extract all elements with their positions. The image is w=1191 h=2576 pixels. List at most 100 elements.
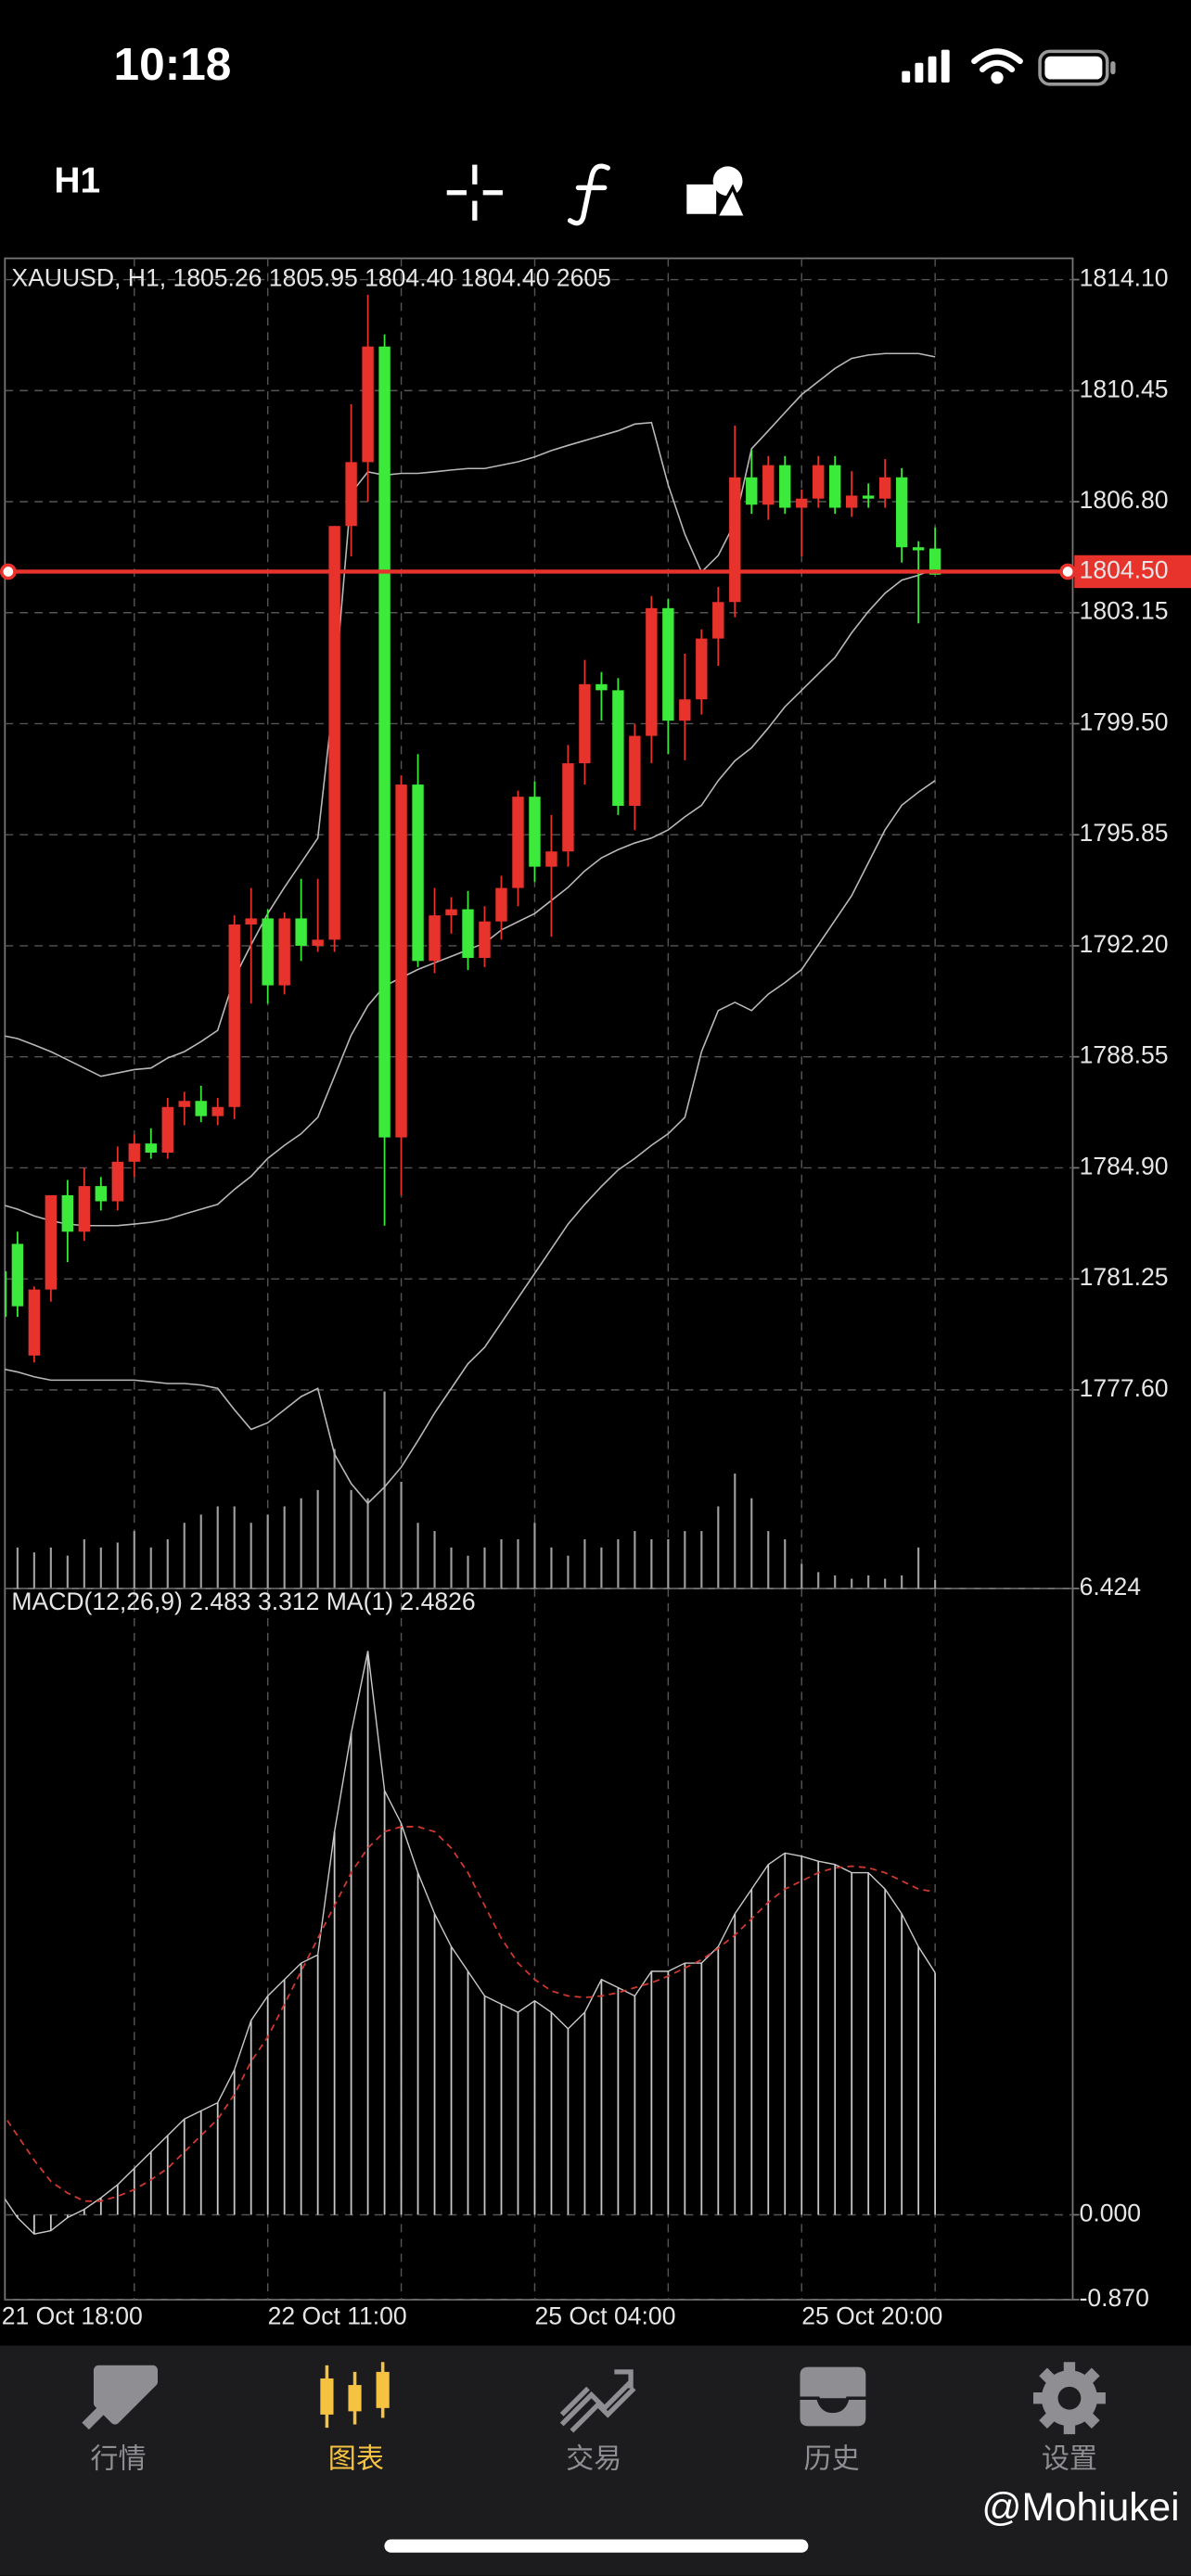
y-tick-label: 1777.60 bbox=[1080, 1374, 1169, 1402]
candle-body bbox=[512, 797, 524, 888]
candle-body bbox=[928, 548, 941, 575]
home-indicator bbox=[384, 2539, 809, 2553]
candle-body bbox=[395, 784, 407, 1138]
candle-body bbox=[462, 909, 474, 959]
tab-label[interactable]: 交易 bbox=[566, 2443, 621, 2474]
y-tick-label: 6.424 bbox=[1080, 1573, 1141, 1600]
y-tick-label: -0.870 bbox=[1080, 2284, 1149, 2312]
candle-body bbox=[378, 346, 391, 1138]
candle-body bbox=[579, 683, 591, 764]
candle-body bbox=[11, 1243, 24, 1307]
candle-body bbox=[328, 526, 340, 940]
y-tick-label: 1814.10 bbox=[1080, 264, 1169, 292]
indicators-button[interactable] bbox=[567, 163, 610, 226]
candle-body bbox=[746, 477, 758, 505]
candle-body bbox=[245, 918, 257, 925]
candle-body bbox=[662, 607, 674, 721]
x-tick-label: 21 Oct 18:00 bbox=[2, 2302, 143, 2329]
candle-body bbox=[679, 699, 691, 721]
candle-body bbox=[646, 607, 658, 736]
battery-icon bbox=[1038, 49, 1116, 86]
candle-body bbox=[345, 462, 357, 527]
candle-body bbox=[161, 1106, 173, 1154]
candle-body bbox=[78, 1186, 91, 1232]
candle-body bbox=[729, 477, 741, 603]
candle-body bbox=[95, 1186, 108, 1202]
candle-body bbox=[445, 909, 457, 916]
candle-body bbox=[612, 690, 624, 807]
candle-body bbox=[362, 346, 374, 463]
crosshair-button[interactable] bbox=[446, 164, 503, 221]
y-tick-label: 1803.15 bbox=[1080, 597, 1169, 625]
y-tick-label: 1784.90 bbox=[1080, 1152, 1169, 1180]
tab-label[interactable]: 图表 bbox=[328, 2443, 384, 2474]
axes: 1814.10 1810.45 1806.80 1803.15 1799.50 1795.… bbox=[0, 264, 1191, 2329]
tab-bar bbox=[0, 2345, 1191, 2576]
y-tick-label: 1788.55 bbox=[1080, 1041, 1169, 1069]
candle-body bbox=[45, 1194, 58, 1290]
candle-body bbox=[61, 1194, 74, 1232]
candle-body bbox=[228, 924, 240, 1107]
tab-icons bbox=[82, 2362, 1106, 2435]
candle-body bbox=[562, 763, 574, 852]
y-tick-label: 1799.50 bbox=[1080, 708, 1169, 735]
candle-body bbox=[529, 797, 541, 867]
y-tick-label: 1795.85 bbox=[1080, 819, 1169, 847]
candle-body bbox=[495, 887, 507, 922]
candle-body bbox=[712, 602, 724, 639]
line bbox=[5, 352, 936, 1078]
line bbox=[5, 780, 936, 1505]
x-tick-label: 25 Oct 20:00 bbox=[801, 2302, 942, 2329]
candle-body bbox=[28, 1289, 41, 1356]
candle-body bbox=[813, 465, 825, 499]
price-line-handle bbox=[1059, 563, 1077, 580]
watermark: @Mohiukei bbox=[981, 2486, 1179, 2530]
tab-labels: 行情 图表 交易 历史 设置 bbox=[90, 2443, 1097, 2474]
objects-button[interactable] bbox=[686, 166, 749, 220]
candle-body bbox=[262, 918, 274, 986]
price-label-box bbox=[1074, 555, 1191, 589]
line bbox=[5, 1826, 936, 2202]
candle-body bbox=[895, 477, 908, 548]
candle-body bbox=[696, 638, 708, 700]
candle-body bbox=[846, 495, 858, 508]
candle-body bbox=[128, 1143, 140, 1162]
candle-body bbox=[829, 465, 841, 508]
candle-body bbox=[145, 1143, 157, 1154]
y-tick-label: 0.000 bbox=[1080, 2200, 1141, 2227]
candle-body bbox=[5, 1270, 7, 1318]
candle-body bbox=[862, 495, 875, 499]
candle-body bbox=[278, 918, 290, 986]
candle-body bbox=[178, 1101, 190, 1107]
y-tick-label: 1792.20 bbox=[1080, 930, 1169, 958]
candle-body bbox=[796, 498, 808, 508]
candle-body bbox=[312, 939, 324, 946]
x-tick-label: 25 Oct 04:00 bbox=[534, 2302, 675, 2329]
candle-body bbox=[545, 851, 557, 867]
candle-body bbox=[596, 683, 608, 691]
candle-body bbox=[412, 784, 424, 962]
candle-body bbox=[629, 735, 641, 807]
candle-body bbox=[195, 1101, 207, 1116]
candle-body bbox=[479, 921, 491, 959]
plot-area bbox=[5, 258, 1073, 2300]
y-tick-label: 1781.25 bbox=[1080, 1263, 1169, 1291]
candle-body bbox=[762, 465, 775, 505]
price-line-handle bbox=[0, 563, 17, 580]
timeframe-button[interactable]: H1 bbox=[54, 160, 100, 200]
tab-label[interactable]: 行情 bbox=[90, 2443, 146, 2474]
candle-body bbox=[779, 465, 791, 508]
y-tick-label: 1810.45 bbox=[1080, 375, 1169, 402]
signal-icon bbox=[902, 49, 950, 83]
candle-body bbox=[878, 477, 891, 499]
status-time: 10:18 bbox=[114, 38, 232, 90]
macd-title: MACD(12,26,9) 2.483 3.312 MA(1) 2.4826 bbox=[11, 1588, 475, 1615]
y-tick-label: 1806.80 bbox=[1080, 486, 1169, 514]
candle-body bbox=[211, 1106, 224, 1116]
chart-title: XAUUSD, H1, 1805.26 1805.95 1804.40 1804… bbox=[11, 264, 610, 292]
candle-body bbox=[912, 547, 925, 551]
tab-label[interactable]: 历史 bbox=[803, 2443, 859, 2474]
tab-label[interactable]: 设置 bbox=[1042, 2443, 1097, 2474]
